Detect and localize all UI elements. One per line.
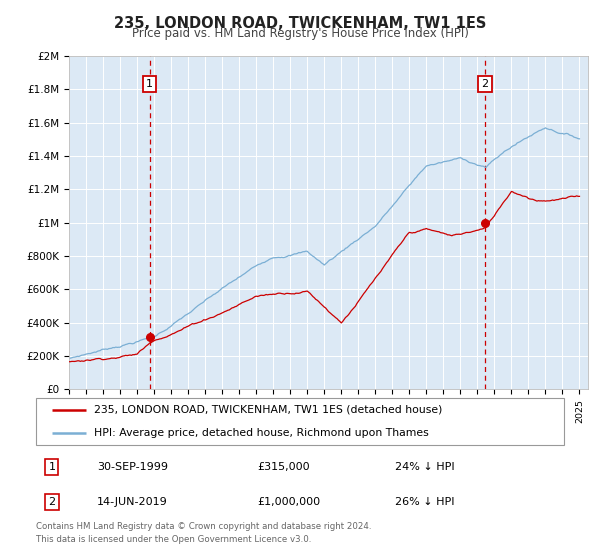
Text: Price paid vs. HM Land Registry's House Price Index (HPI): Price paid vs. HM Land Registry's House … — [131, 27, 469, 40]
Text: 26% ↓ HPI: 26% ↓ HPI — [395, 497, 455, 507]
Text: 14-JUN-2019: 14-JUN-2019 — [97, 497, 167, 507]
Text: 2: 2 — [48, 497, 55, 507]
Text: £315,000: £315,000 — [258, 462, 310, 472]
Text: 1: 1 — [146, 80, 154, 90]
Text: 235, LONDON ROAD, TWICKENHAM, TW1 1ES: 235, LONDON ROAD, TWICKENHAM, TW1 1ES — [114, 16, 486, 31]
FancyBboxPatch shape — [36, 398, 564, 445]
Text: £1,000,000: £1,000,000 — [258, 497, 321, 507]
Text: 24% ↓ HPI: 24% ↓ HPI — [395, 462, 455, 472]
Text: 30-SEP-1999: 30-SEP-1999 — [97, 462, 168, 472]
Text: 235, LONDON ROAD, TWICKENHAM, TW1 1ES (detached house): 235, LONDON ROAD, TWICKENHAM, TW1 1ES (d… — [94, 405, 442, 415]
Text: 2: 2 — [481, 80, 488, 90]
Text: 1: 1 — [49, 462, 55, 472]
Text: Contains HM Land Registry data © Crown copyright and database right 2024.
This d: Contains HM Land Registry data © Crown c… — [36, 522, 371, 544]
Text: HPI: Average price, detached house, Richmond upon Thames: HPI: Average price, detached house, Rich… — [94, 428, 429, 438]
